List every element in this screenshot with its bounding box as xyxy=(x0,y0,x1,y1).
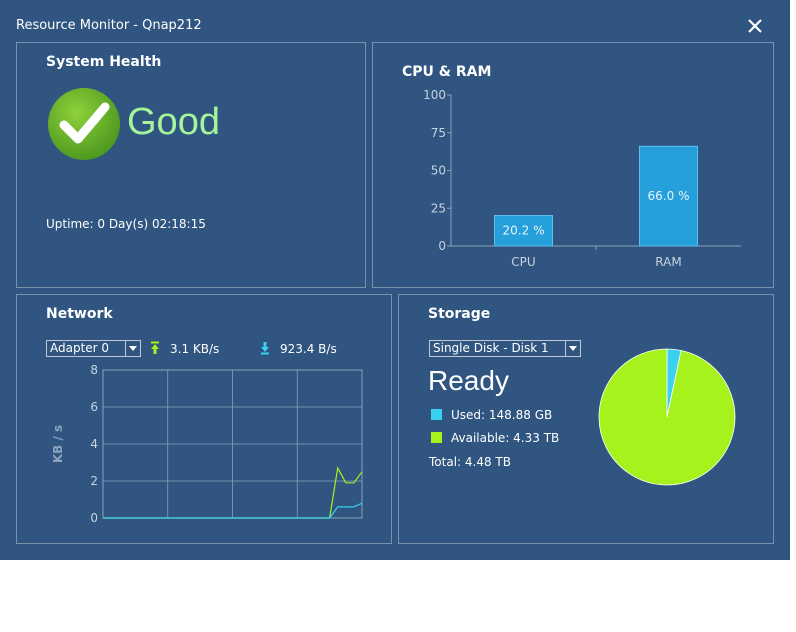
y-tick-label: 75 xyxy=(431,126,446,140)
chevron-down-icon[interactable] xyxy=(125,341,140,356)
storage-panel: Storage Single Disk - Disk 1 Ready Used:… xyxy=(398,294,774,544)
system-health-title: System Health xyxy=(46,54,162,70)
chevron-down-icon[interactable] xyxy=(565,341,580,356)
x-tick-label: CPU xyxy=(511,255,535,269)
x-tick-label: RAM xyxy=(655,255,681,269)
y-tick-label: 25 xyxy=(431,201,446,215)
available-legend-swatch xyxy=(431,432,442,443)
health-status-text: Good xyxy=(127,101,220,143)
used-legend-swatch xyxy=(431,409,442,420)
network-panel: Network Adapter 0 3.1 KB/s 923.4 B/s 0 2 4… xyxy=(16,294,392,544)
total-text: Total: 4.48 TB xyxy=(429,455,511,469)
y-tick-label: 100 xyxy=(423,88,446,102)
y-tick-label: 2 xyxy=(90,474,98,488)
y-tick-label: 8 xyxy=(90,363,98,377)
disk-select[interactable]: Single Disk - Disk 1 xyxy=(429,340,581,357)
upload-arrow-icon xyxy=(151,341,159,354)
cpu-ram-panel: CPU & RAM 0 25 50 75 100 20.2 % CPU 66.0 % RAM xyxy=(372,42,774,288)
y-tick-label: 4 xyxy=(90,437,98,451)
adapter-select-value: Adapter 0 xyxy=(50,341,110,355)
bar-value-label: 66.0 % xyxy=(648,189,690,203)
uptime-text: Uptime: 0 Day(s) 02:18:15 xyxy=(46,217,206,231)
storage-title: Storage xyxy=(428,306,491,322)
cpu-ram-title: CPU & RAM xyxy=(402,64,492,80)
bar xyxy=(639,145,698,247)
y-tick-label: 0 xyxy=(438,239,446,253)
storage-status-text: Ready xyxy=(428,365,509,396)
y-tick-label: 6 xyxy=(90,400,98,414)
adapter-select[interactable]: Adapter 0 xyxy=(46,340,141,357)
y-tick-label: 50 xyxy=(431,164,446,178)
download-arrow-icon xyxy=(261,342,269,355)
download-speed: 923.4 B/s xyxy=(280,342,337,356)
resource-monitor-window: Resource Monitor - Qnap212 System Health… xyxy=(0,0,790,560)
storage-pie-chart xyxy=(598,348,736,486)
used-text: Used: 148.88 GB xyxy=(451,408,553,422)
window-title: Resource Monitor - Qnap212 xyxy=(16,18,202,33)
system-health-panel: System Health Good Uptime: 0 Day(s) 02:1… xyxy=(16,42,366,288)
network-title: Network xyxy=(46,306,113,322)
upload-speed: 3.1 KB/s xyxy=(170,342,220,356)
close-icon[interactable] xyxy=(744,15,766,37)
cpu-ram-bar-chart: 0 25 50 75 100 20.2 % CPU 66.0 % RAM xyxy=(423,88,741,269)
network-line-chart: 0 2 4 6 8 KB / s xyxy=(51,363,363,525)
series-line xyxy=(103,502,363,519)
available-text: Available: 4.33 TB xyxy=(451,431,560,445)
bar-value-label: 20.2 % xyxy=(503,224,545,238)
y-tick-label: 0 xyxy=(90,511,98,525)
disk-select-value: Single Disk - Disk 1 xyxy=(433,341,549,355)
y-axis-label: KB / s xyxy=(51,425,65,463)
check-circle-icon xyxy=(48,88,120,160)
bar xyxy=(494,214,553,247)
pie-slice-available xyxy=(598,348,736,486)
